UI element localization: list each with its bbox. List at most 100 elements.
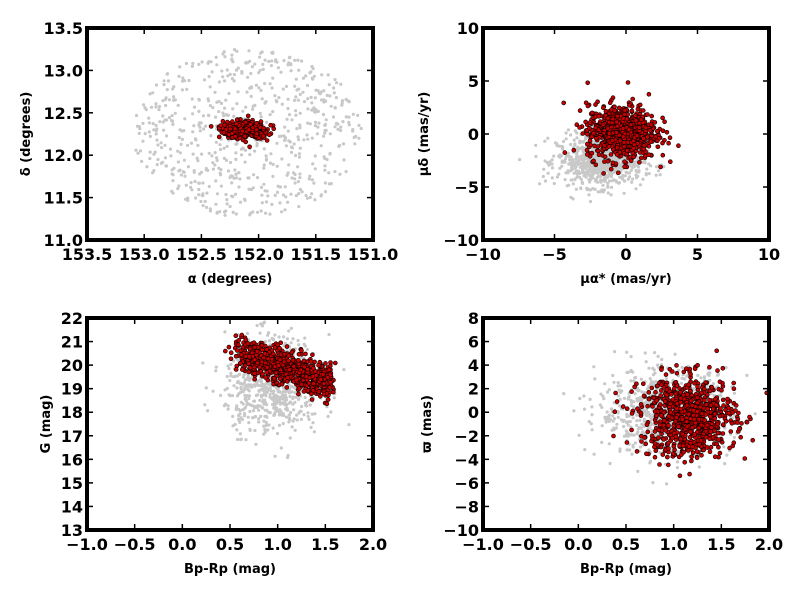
panel-cmd-field-point [269,389,273,393]
panel-ra-dec-field-point [206,168,210,172]
panel-parallax-field-point [614,426,619,430]
panel-proper-motion-field-point [561,147,565,151]
panel-ra-dec-field-point [165,88,169,92]
panel-ra-dec-field-point [326,73,330,77]
panel-proper-motion-member-point [652,120,658,125]
panel-ra-dec-field-point [310,64,314,69]
panel-ra-dec-field-point [176,160,180,164]
panel-parallax-field-point [626,423,630,427]
panel-ra-dec-field-point [320,98,324,102]
panel-proper-motion-field-point [630,177,635,181]
panel-proper-motion-field-point [601,189,605,193]
panel-cmd-field-point [243,414,247,418]
panel-cmd-points [201,320,351,460]
panel-ra-dec-field-point [225,198,229,202]
panel-ra-dec-field-point [340,99,345,103]
panel-proper-motion-field-point [607,179,612,183]
panel-parallax-field-point [615,422,619,426]
panel-proper-motion-member-point [617,138,623,144]
panel-ra-dec-field-point [274,58,278,62]
panel-ra-dec-field-point [231,195,235,199]
panel-ra-dec-field-point [253,149,257,153]
panel-ra-dec-field-point [186,143,190,147]
panel-cmd-ytick-label: 15 [61,474,83,493]
panel-cmd-field-point [268,395,272,399]
panel-ra-dec-field-point [134,113,139,118]
panel-cmd-field-point [275,431,280,436]
panel-proper-motion-xtick-label: 0 [620,245,631,264]
panel-cmd-field-point [265,415,269,419]
panel-ra-dec-field-point [214,202,218,206]
panel-cmd-field-point [228,378,232,383]
panel-proper-motion-field-point [552,154,556,158]
panel-ra-dec-field-point [264,200,269,204]
panel-ra-dec-field-point [235,102,239,106]
panel-ra-dec-field-point [201,114,206,118]
panel-proper-motion-member-point [601,171,606,176]
panel-cmd-field-point [287,416,291,420]
panel-cmd: −1.0 −0.5 0.0 0.5 1.0 1.5 2.0 1314151617181920… [39,309,387,577]
panel-parallax-field-point [647,366,651,370]
panel-cmd-field-point [246,394,250,398]
panel-cmd-member-point [303,351,308,357]
panel-cmd-field-point [261,321,266,325]
panel-parallax-field-point [725,453,729,457]
panel-cmd-member-point [262,351,268,356]
panel-ra-dec-member-point [261,125,267,131]
panel-ra-dec-field-point [297,192,301,196]
panel-cmd-field-point [299,417,303,421]
panel-cmd-field-point [247,421,251,425]
panel-ra-dec-field-point [344,115,348,119]
panel-proper-motion-field-point [575,136,579,140]
panel-ra-dec-field-point [153,150,157,154]
panel-ra-dec-field-point [197,123,201,127]
panel-ra-dec-field-point [309,95,313,99]
panel-proper-motion-field-point [571,197,575,201]
panel-parallax-field-point [624,432,629,437]
panel-proper-motion-field-point [622,179,627,183]
panel-ra-dec-field-point [210,70,214,74]
panel-proper-motion-field-point [643,161,647,165]
panel-parallax-field-point [593,377,597,381]
panel-cmd-field-point [272,412,277,416]
panel-proper-motion-field-point [619,163,624,167]
panel-proper-motion-member-point [596,152,602,157]
panel-proper-motion-member-point [600,122,606,127]
panel-proper-motion-field-point [588,166,592,170]
panel-cmd-field-point [284,415,289,419]
panel-proper-motion-field-point [587,193,591,197]
panel-proper-motion-field-point [606,181,610,185]
panel-ra-dec-field-point [301,90,305,94]
panel-ra-dec-field-point [149,105,154,109]
panel-cmd-member-point [311,381,316,386]
panel-ra-dec-field-point [189,141,194,145]
panel-parallax-field-point [607,442,611,446]
panel-proper-motion-member-point [626,127,632,132]
panel-cmd-field-point [235,394,240,398]
panel-proper-motion-field-point [578,141,582,145]
panel-ra-dec-member-point [229,131,235,136]
panel-parallax-field-point [723,462,727,466]
panel-proper-motion-field-point [647,172,651,176]
panel-parallax-field-point [699,376,703,380]
panel-ra-dec-field-point [283,136,288,140]
panel-proper-motion-member-point [624,148,630,153]
panel-proper-motion-field-point [543,179,548,183]
panel-ra-dec-field-point [296,58,300,62]
panel-ra-dec-field-point [305,196,310,200]
panel-proper-motion-field-point [605,165,609,169]
panel-ra-dec-field-point [213,90,217,94]
panel-ra-dec-field-point [151,122,155,126]
panel-cmd-member-point [327,385,333,390]
panel-ra-dec-field-point [247,49,251,53]
panel-ra-dec-field-point [231,107,235,111]
panel-ra-dec-field-point [177,136,181,140]
panel-proper-motion-field-point [564,137,568,141]
panel-cmd-member-point [243,354,249,359]
panel-cmd-field-point [247,389,251,393]
panel-parallax-field-point [680,376,684,380]
panel-ra-dec-member-point [243,139,248,145]
panel-ra-dec-field-point [190,188,194,192]
panel-ra-dec-ytick-label: 11.0 [44,231,83,250]
